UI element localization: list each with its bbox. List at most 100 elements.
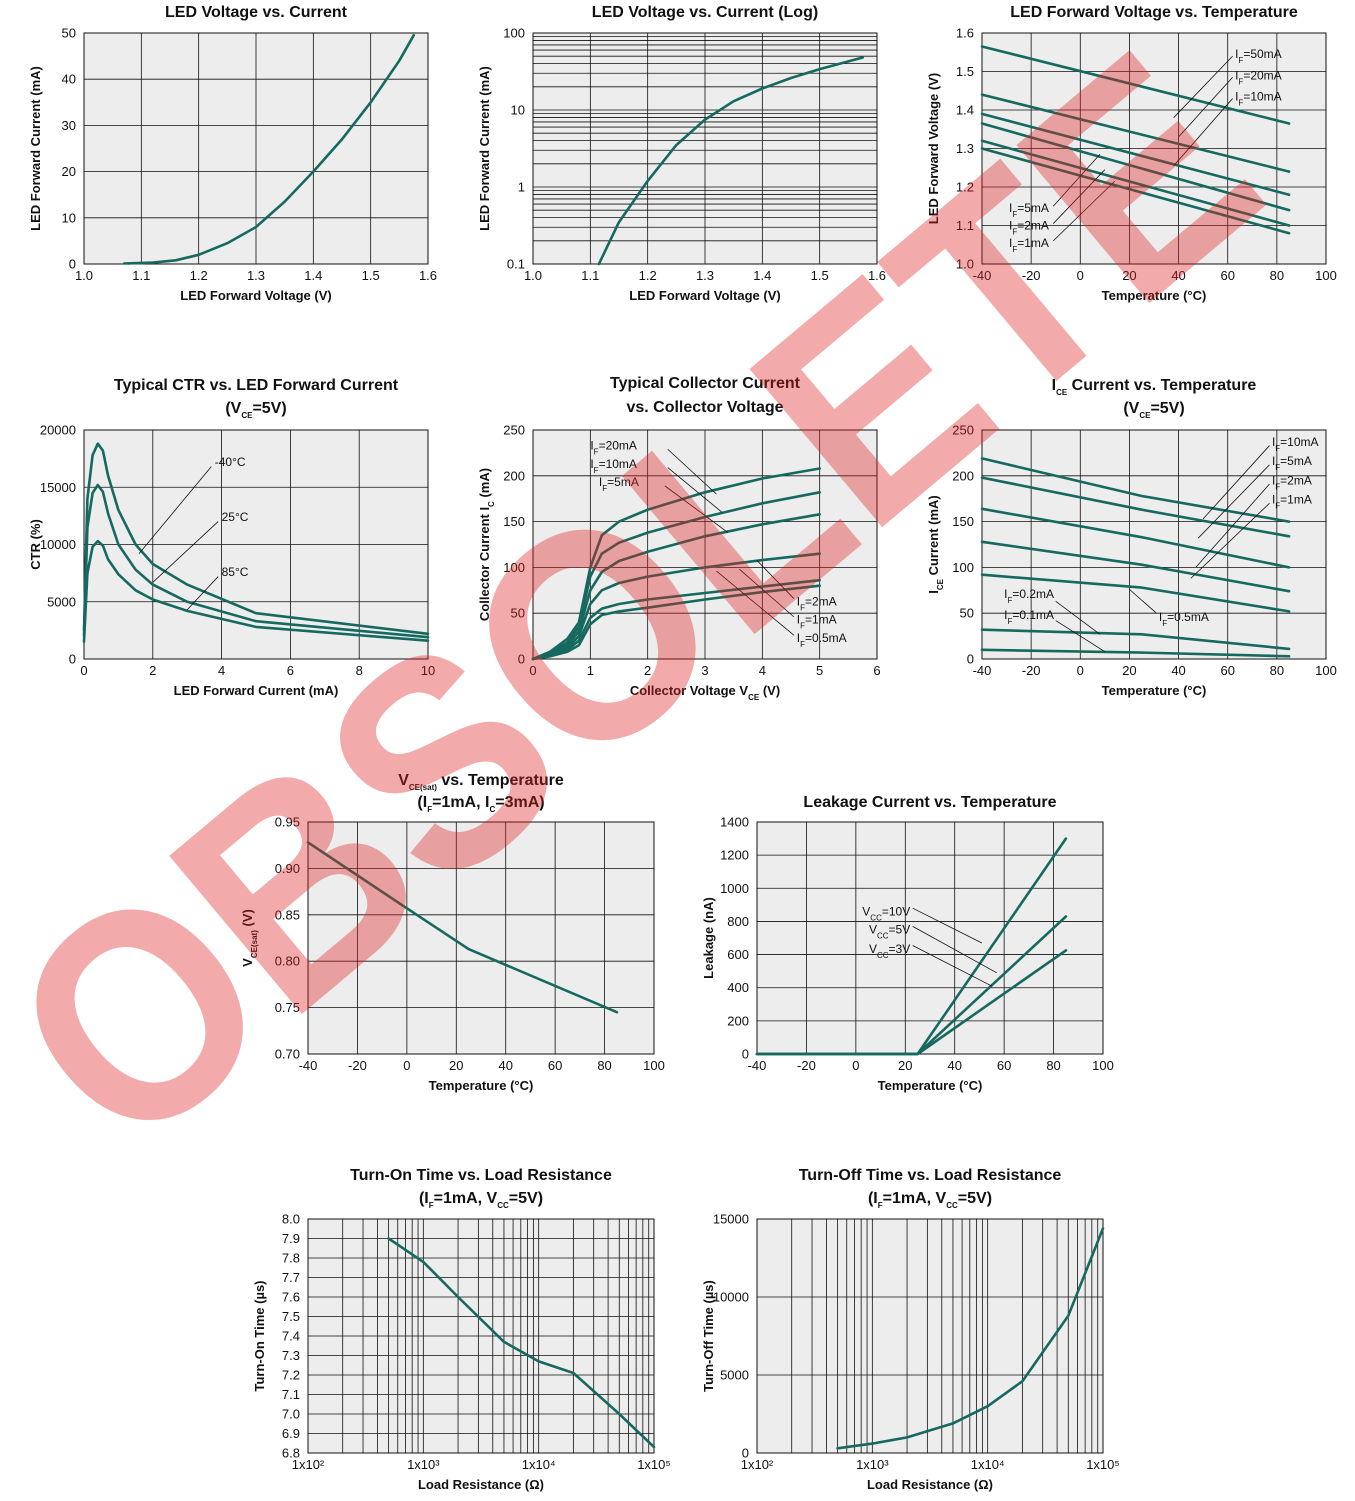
x-tick-label: 4 [759,663,766,678]
chart-subtitle: (IF=1mA, IC=3mA) [417,794,544,814]
x-tick-label: 20 [898,1058,912,1073]
annotation-leader [664,485,729,533]
chart-c6: -40 -20 0 20 40 60 80 100 0 50 100 150 200 250 ICE Cur… [926,377,1337,698]
y-tick-label: 6.8 [282,1446,300,1461]
y-tick-label: 0 [742,1446,749,1461]
x-tick-label: 0 [852,1058,859,1073]
y-tick-label: 7.7 [282,1270,300,1285]
y-tick-label: 100 [503,26,525,41]
x-tick-label: 40 [498,1058,512,1073]
annotation-label: IF=20mA [1235,68,1282,86]
y-tick-label: 250 [952,423,974,438]
x-tick-label: 4 [218,663,225,678]
y-tick-label: 0 [69,652,76,667]
x-tick-label: 1.0 [524,268,542,283]
chart-title: Turn-On Time vs. Load Resistance [350,1167,612,1184]
x-tick-label: -40 [748,1058,767,1073]
annotation-leader [912,907,983,944]
annotation-label: IF=1mA [1272,493,1312,511]
annotation-label: IF=2mA [797,594,837,612]
chart-title: ICE Current vs. Temperature [1052,377,1257,397]
y-tick-label: 7.5 [282,1309,300,1324]
y-tick-label: 10 [62,210,76,225]
y-tick-label: 100 [952,560,974,575]
series-line-2 [980,476,1291,538]
x-tick-label: 1x10⁵ [637,1457,671,1472]
annotation-leader [1052,154,1101,207]
series-line-1 [597,56,865,266]
annotation-leader [1052,180,1115,242]
grid [84,33,428,264]
y-axis-label: ICE Current (mA) [926,495,945,594]
x-tick-label: 6 [287,663,294,678]
chart-title: LED Voltage vs. Current (Log) [592,4,818,21]
annotation-label: IF=0.2mA [1004,587,1054,605]
y-tick-label: 7.4 [282,1329,300,1344]
y-tick-label: 20 [62,164,76,179]
annotation-label: IF=1mA [797,613,837,631]
annotation-label: IF=2mA [1009,219,1049,237]
x-tick-label: 80 [597,1058,611,1073]
chart-title: Typical CTR vs. LED Forward Current [114,377,399,394]
chart-subtitle: (IF=1mA, VCC=5V) [419,1190,543,1210]
chart-title: Turn-Off Time vs. Load Resistance [799,1167,1062,1184]
chart-subtitle: (IF=1mA, VCC=5V) [868,1190,992,1210]
x-tick-label: 40 [1171,268,1185,283]
annotation-label: 25°C [222,510,249,524]
x-tick-label: 1x10² [292,1457,325,1472]
chart-title: LED Voltage vs. Current [165,4,348,21]
y-tick-label: 150 [503,514,525,529]
y-tick-label: 10 [511,103,525,118]
x-tick-label: 60 [1220,268,1234,283]
annotation-leader [1055,600,1101,635]
series-line-3 [980,112,1291,196]
grid [982,33,1326,264]
series-line-1 [531,467,822,661]
y-tick-label: 50 [960,606,974,621]
x-tick-label: 80 [1270,268,1284,283]
x-tick-label: 8 [356,663,363,678]
plot-area [756,821,1104,1055]
chart-title: LED Forward Voltage vs. Temperature [1010,4,1298,21]
x-axis-label: LED Forward Current (mA) [174,683,339,698]
y-tick-label: 800 [727,914,749,929]
x-tick-label: 1.3 [696,268,714,283]
x-tick-label: 40 [1171,663,1185,678]
chart-c7: -40 -20 0 20 40 60 80 100 0.70 0.75 0.80 0.85 0.90 0.… [240,772,665,1093]
y-tick-label: 5000 [47,594,76,609]
series-line-1 [836,1227,1105,1450]
y-tick-label: 7.0 [282,1407,300,1422]
x-axis-label: Load Resistance (Ω) [867,1477,993,1492]
series-line-4 [980,122,1291,212]
x-tick-label: 60 [1220,663,1234,678]
x-tick-label: 100 [1092,1058,1114,1073]
x-tick-label: -20 [797,1058,816,1073]
series-line-2 [980,93,1291,173]
annotation-leader [1173,55,1233,118]
y-tick-label: 20000 [40,423,76,438]
y-tick-label: 1.2 [956,180,974,195]
y-tick-label: 7.1 [282,1387,300,1402]
annotation-label: IF=0.5mA [797,631,847,649]
annotation-leader [138,466,212,554]
x-tick-label: 1x10³ [856,1457,889,1472]
y-tick-label: 600 [727,947,749,962]
y-tick-label: 5000 [720,1368,749,1383]
annotation-leader [1178,77,1233,138]
y-tick-label: 50 [511,606,525,621]
series-line-5 [531,578,822,661]
x-tick-label: -20 [1022,663,1041,678]
annotation-leader [1197,464,1270,539]
y-tick-label: 0 [69,257,76,272]
annotation-label: VCC=5V [869,923,910,941]
y-tick-label: 1.6 [956,26,974,41]
y-tick-label: 200 [503,468,525,483]
annotation-label: IF=0.5mA [1159,610,1209,628]
y-tick-label: 0.85 [275,907,300,922]
x-tick-label: 10 [421,663,435,678]
y-axis-label: LED Forward Voltage (V) [926,73,941,224]
annotation-leader [1055,620,1106,653]
chart-c3: -40 -20 0 20 40 60 80 100 1.0 1.1 1.2 1.3 1.4 1.5 1.6 L… [926,4,1337,303]
chart-subtitle: (VCE=5V) [1123,400,1184,420]
